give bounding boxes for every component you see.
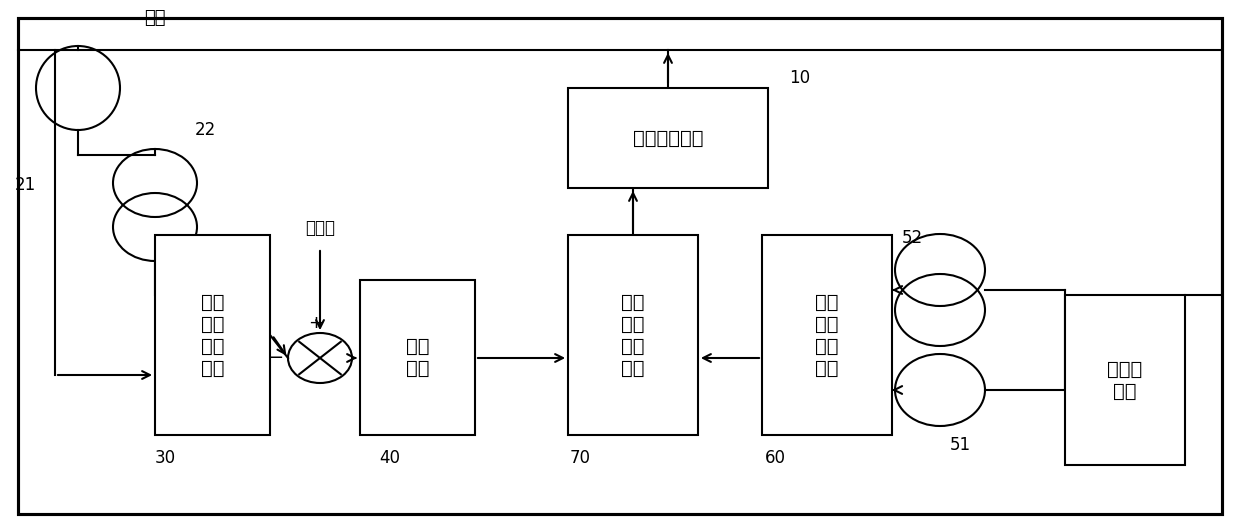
- Text: 52: 52: [901, 229, 923, 247]
- Bar: [155, 235, 270, 435]
- Bar: [1065, 295, 1185, 465]
- Text: 51: 51: [950, 436, 971, 454]
- Text: 无功补偿模块: 无功补偿模块: [632, 128, 703, 147]
- Text: 调节
模块: 调节 模块: [405, 337, 429, 378]
- Text: 分布式
电源: 分布式 电源: [1107, 360, 1142, 401]
- Text: 21: 21: [15, 176, 36, 194]
- Bar: [568, 88, 768, 188]
- Text: 22: 22: [195, 121, 216, 139]
- Bar: [763, 235, 892, 435]
- Text: +: +: [309, 314, 324, 332]
- Text: 10: 10: [790, 69, 811, 87]
- Text: 第一
数据
处理
模块: 第一 数据 处理 模块: [201, 293, 224, 378]
- Bar: [360, 280, 475, 435]
- Text: −: −: [268, 349, 284, 367]
- Text: 第三
数据
处理
模块: 第三 数据 处理 模块: [621, 293, 645, 378]
- Text: 70: 70: [569, 449, 590, 467]
- Text: 60: 60: [765, 449, 785, 467]
- Text: 40: 40: [379, 449, 401, 467]
- Text: 第二
数据
处理
模块: 第二 数据 处理 模块: [815, 293, 838, 378]
- Text: 设定值: 设定值: [305, 219, 335, 237]
- Text: 系统: 系统: [144, 9, 166, 27]
- Bar: [568, 235, 698, 435]
- Text: 30: 30: [155, 449, 176, 467]
